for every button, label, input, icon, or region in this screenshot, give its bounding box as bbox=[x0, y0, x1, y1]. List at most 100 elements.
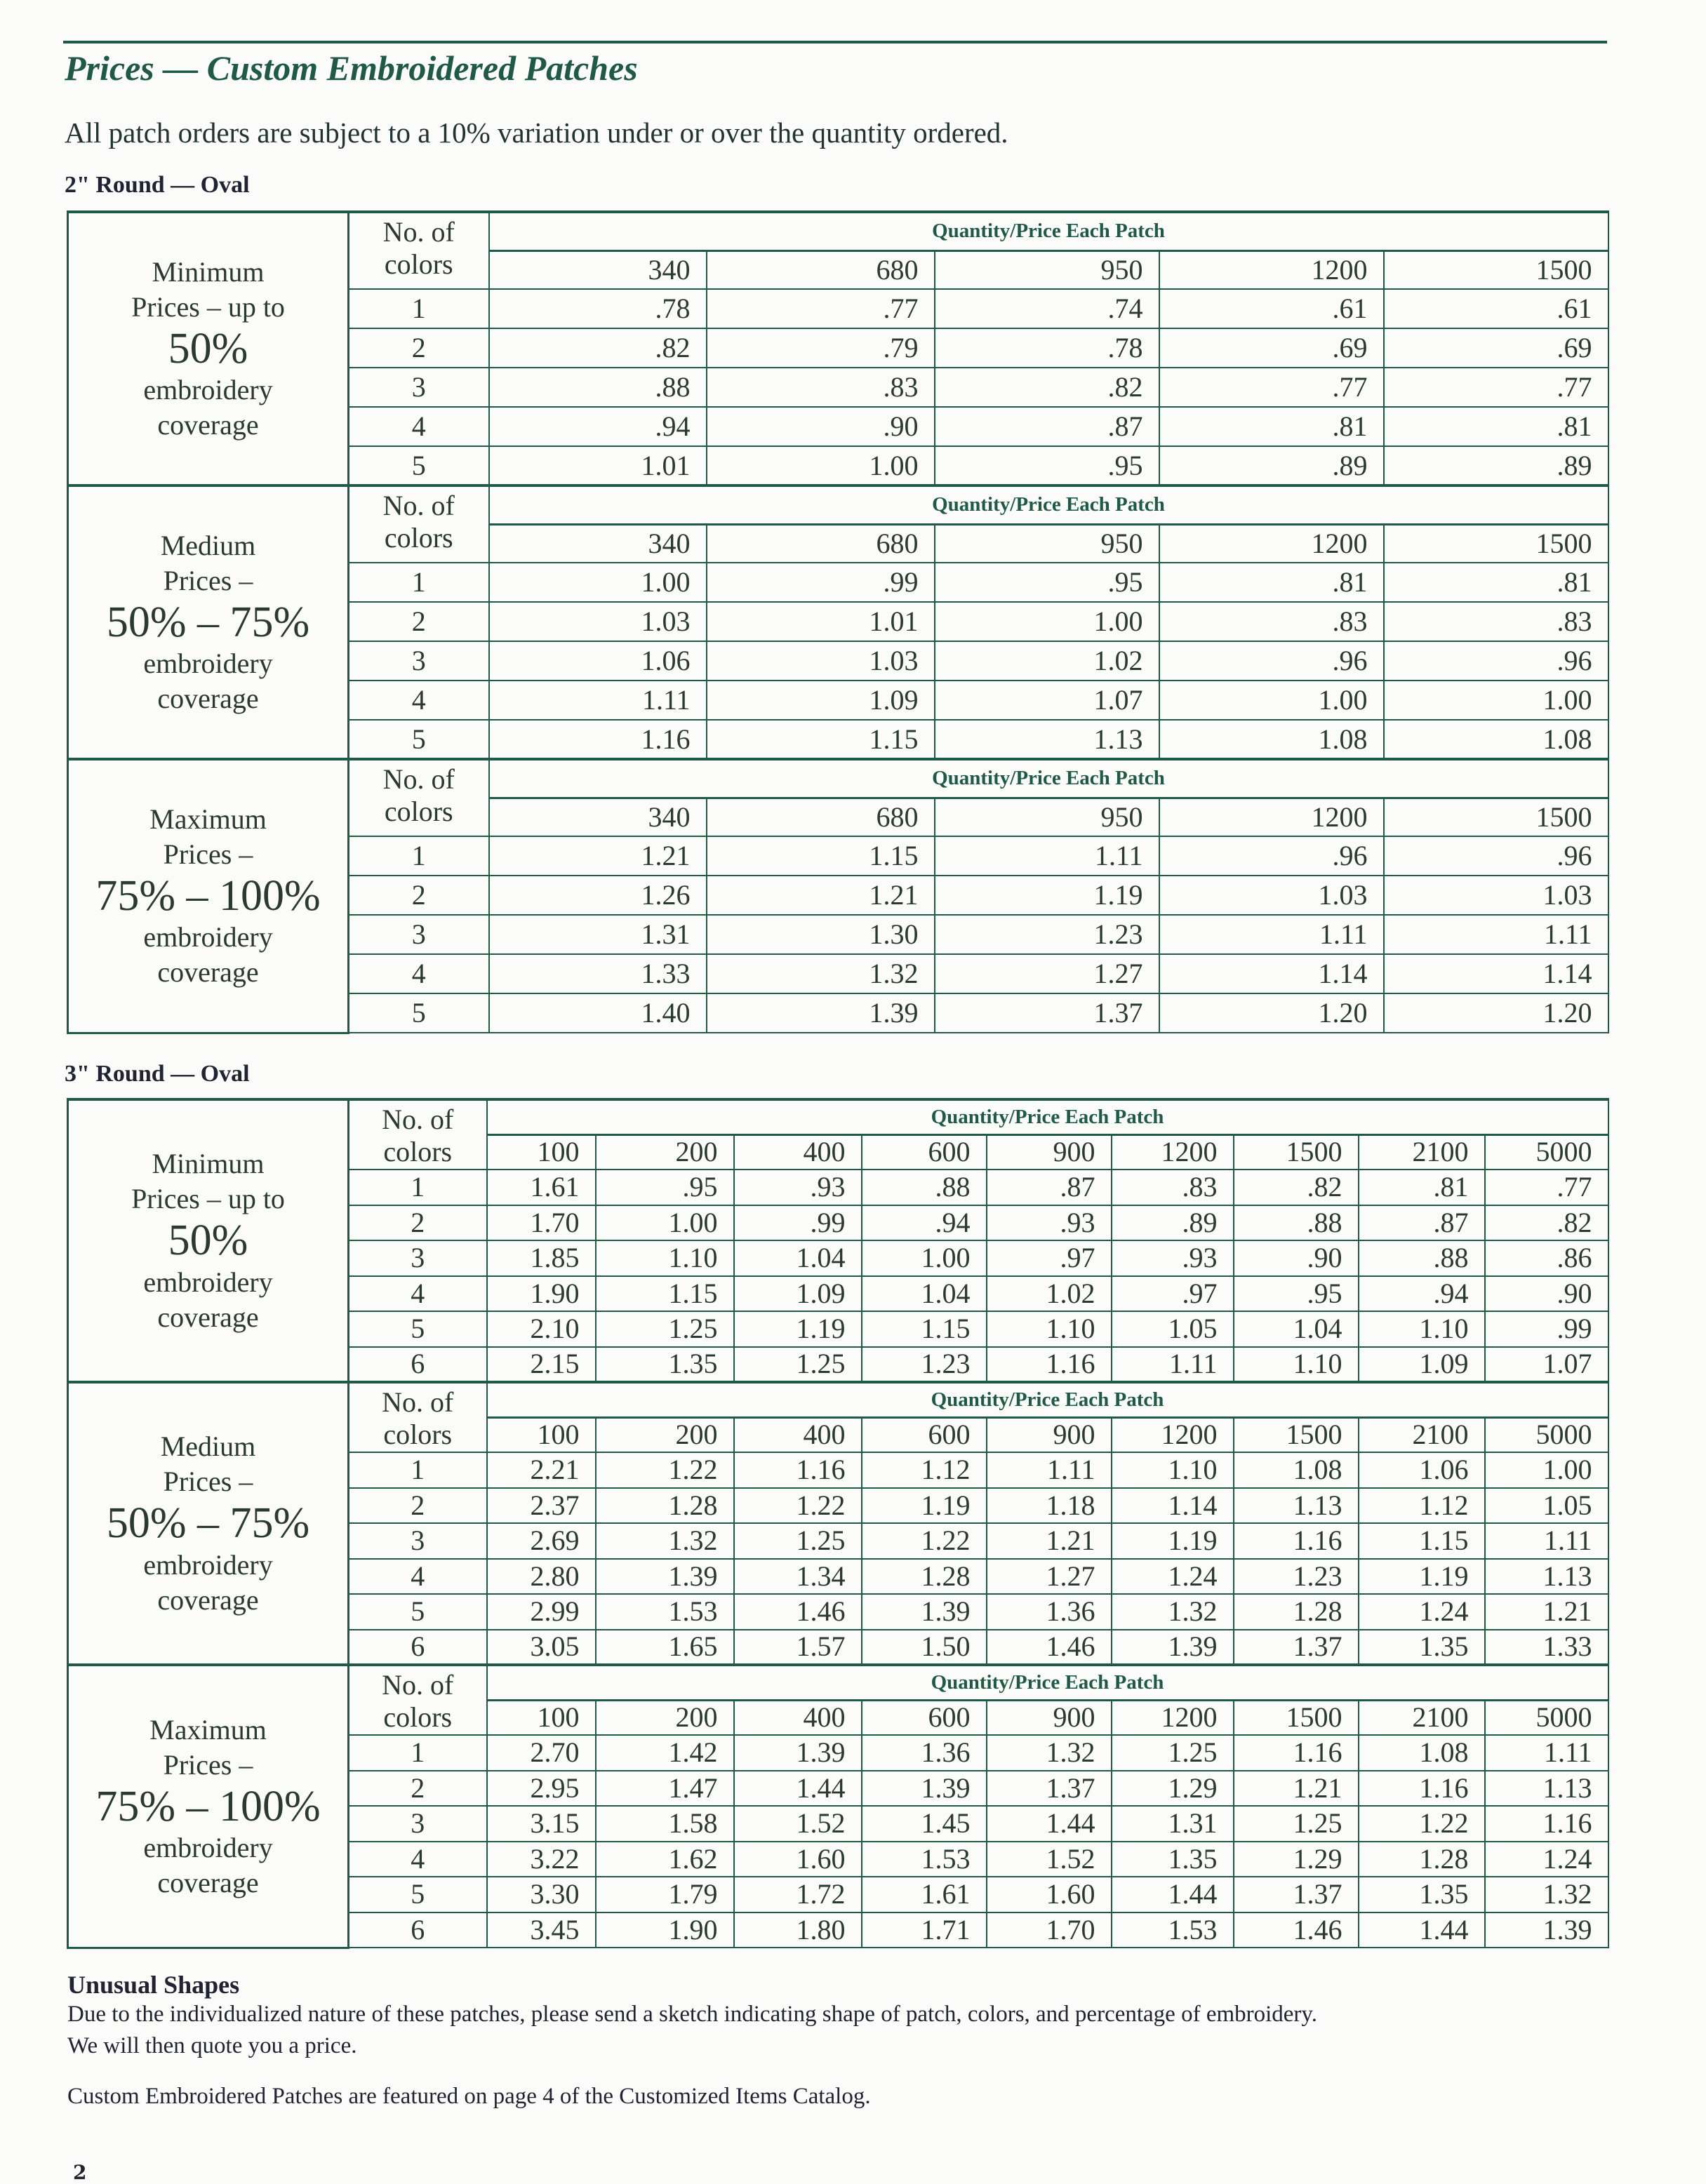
price-cell: 1.23 bbox=[933, 914, 1160, 955]
coverage-label-big: 50% bbox=[168, 1217, 248, 1265]
price-cell: 1.14 bbox=[1158, 953, 1385, 994]
price-cell: .69 bbox=[1158, 328, 1385, 368]
price-cell: .88 bbox=[1357, 1240, 1486, 1277]
price-cell: 1.35 bbox=[1110, 1840, 1234, 1877]
price-cell: 1.39 bbox=[733, 1734, 862, 1771]
price-cell: 2.10 bbox=[486, 1311, 597, 1348]
price-cell: 1.24 bbox=[1357, 1593, 1486, 1630]
price-cell: .87 bbox=[985, 1169, 1112, 1206]
price-cell: 1.90 bbox=[594, 1911, 735, 1948]
price-cell: 1.80 bbox=[733, 1911, 862, 1948]
coverage-label: Maximum Prices –75% – 100% embroidery cover… bbox=[67, 1663, 349, 1949]
quantity-cell: 1500 bbox=[1382, 797, 1609, 837]
coverage-label: Medium Prices –50% – 75% embroidery coverag… bbox=[67, 1381, 349, 1666]
price-cell: 1.09 bbox=[1357, 1346, 1486, 1383]
price-cell: .95 bbox=[933, 562, 1160, 603]
featured-note: Custom Embroidered Patches are featured … bbox=[67, 2084, 871, 2109]
price-cell: .99 bbox=[1484, 1311, 1609, 1348]
price-cell: .77 bbox=[1158, 367, 1385, 408]
price-cell: 1.32 bbox=[1484, 1876, 1609, 1913]
price-cell: 1.00 bbox=[1484, 1452, 1609, 1489]
colors-column-header: No. of colors bbox=[347, 1381, 488, 1453]
price-cell: 1.35 bbox=[594, 1346, 735, 1383]
price-cell: 2.95 bbox=[486, 1769, 597, 1807]
color-count-cell: 6 bbox=[347, 1911, 488, 1948]
color-count-cell: 2 bbox=[347, 601, 490, 642]
color-count-cell: 5 bbox=[347, 445, 490, 486]
price-row: 4 3.22 1.62 1.60 1.53 1.52 1.35 1.29 1.28 1.24 bbox=[68, 1840, 1609, 1877]
price-cell: 1.25 bbox=[594, 1311, 735, 1348]
price-cell: 1.07 bbox=[933, 680, 1160, 721]
price-cell: .86 bbox=[1484, 1240, 1609, 1277]
table-label-2in: 2" Round — Oval bbox=[65, 172, 250, 198]
price-cell: 1.61 bbox=[486, 1169, 597, 1206]
price-cell: 1.13 bbox=[1484, 1769, 1609, 1807]
section-header-row: Medium Prices –50% – 75% embroidery coverag… bbox=[67, 484, 1609, 761]
price-cell: 1.03 bbox=[1382, 875, 1609, 916]
coverage-label-line4: coverage bbox=[157, 1866, 259, 1898]
quantity-price-header: Quantity/Price Each Patch bbox=[486, 1098, 1609, 1136]
price-cell: 1.32 bbox=[1110, 1593, 1234, 1630]
price-cell: 1.53 bbox=[860, 1840, 987, 1877]
price-cell: 1.46 bbox=[1232, 1911, 1359, 1948]
quantity-cell: 100 bbox=[486, 1134, 597, 1170]
price-cell: .94 bbox=[1357, 1275, 1486, 1312]
price-cell: 3.45 bbox=[486, 1911, 597, 1948]
quantity-cell: 900 bbox=[985, 1699, 1112, 1736]
coverage-label-big: 50% – 75% bbox=[106, 1499, 310, 1548]
page-number: 2 bbox=[73, 2161, 87, 2184]
price-cell: 1.11 bbox=[985, 1452, 1112, 1489]
price-cell: .90 bbox=[1232, 1240, 1359, 1277]
coverage-label-line3: embroidery bbox=[143, 648, 273, 680]
price-cell: 2.69 bbox=[486, 1522, 597, 1560]
color-count-cell: 3 bbox=[347, 914, 490, 955]
quantity-cell: 950 bbox=[933, 523, 1160, 563]
price-cell: 1.12 bbox=[860, 1452, 987, 1489]
coverage-label-line2: Prices – up to bbox=[131, 1183, 285, 1215]
price-cell: 1.31 bbox=[488, 914, 707, 955]
price-cell: 1.00 bbox=[1158, 680, 1385, 721]
page-title: Prices — Custom Embroidered Patches bbox=[65, 48, 638, 88]
price-cell: 1.29 bbox=[1232, 1840, 1359, 1877]
price-cell: 1.11 bbox=[1158, 914, 1385, 955]
price-cell: 1.06 bbox=[488, 641, 707, 681]
price-cell: 1.72 bbox=[733, 1876, 862, 1913]
coverage-label: Minimum Prices – up to 50% embroidery covera… bbox=[67, 1098, 349, 1384]
price-row: 4 2.80 1.39 1.34 1.28 1.27 1.24 1.23 1.19 1.13 bbox=[68, 1557, 1609, 1595]
price-cell: 1.22 bbox=[733, 1487, 862, 1524]
price-row: 2 1.26 1.21 1.19 1.03 1.03 bbox=[68, 875, 1609, 916]
price-cell: .88 bbox=[488, 367, 707, 408]
price-cell: 1.52 bbox=[733, 1805, 862, 1842]
price-cell: 1.27 bbox=[933, 953, 1160, 994]
price-cell: 1.27 bbox=[985, 1557, 1112, 1595]
coverage-label-line3: embroidery bbox=[143, 1831, 273, 1863]
quantity-cell: 200 bbox=[594, 1134, 735, 1170]
price-cell: 1.39 bbox=[860, 1769, 987, 1807]
quantity-cell: 5000 bbox=[1484, 1699, 1609, 1736]
coverage-label-line2: Prices – up to bbox=[131, 290, 285, 323]
unusual-shapes-text-2: We will then quote you a price. bbox=[67, 2033, 357, 2058]
price-cell: 2.15 bbox=[486, 1346, 597, 1383]
price-cell: .69 bbox=[1382, 328, 1609, 368]
price-cell: 1.24 bbox=[1110, 1557, 1234, 1595]
color-count-cell: 5 bbox=[347, 993, 490, 1033]
price-cell: .94 bbox=[488, 406, 707, 447]
price-cell: 1.07 bbox=[1484, 1346, 1609, 1383]
color-count-cell: 2 bbox=[347, 1487, 488, 1524]
price-cell: 1.44 bbox=[733, 1769, 862, 1807]
coverage-label-big: 75% – 100% bbox=[95, 1782, 321, 1830]
price-cell: .97 bbox=[1110, 1275, 1234, 1312]
price-cell: 1.52 bbox=[985, 1840, 1112, 1877]
price-row: 1.78.77.74.61.61 bbox=[68, 288, 1609, 329]
price-cell: 1.13 bbox=[933, 719, 1160, 760]
section-header-row: Maximum Prices –75% – 100% embroidery cover… bbox=[67, 758, 1609, 1034]
price-row: 1 1.61.95.93.88.87.83.82.81.77 bbox=[68, 1169, 1609, 1206]
price-cell: .79 bbox=[705, 328, 935, 368]
price-cell: 1.25 bbox=[733, 1522, 862, 1560]
price-cell: 1.21 bbox=[985, 1522, 1112, 1560]
price-cell: 1.30 bbox=[705, 914, 935, 955]
price-cell: 1.11 bbox=[933, 836, 1160, 876]
price-cell: 1.47 bbox=[594, 1769, 735, 1807]
quantity-cell: 340 bbox=[488, 250, 707, 290]
price-cell: .88 bbox=[1232, 1204, 1359, 1241]
